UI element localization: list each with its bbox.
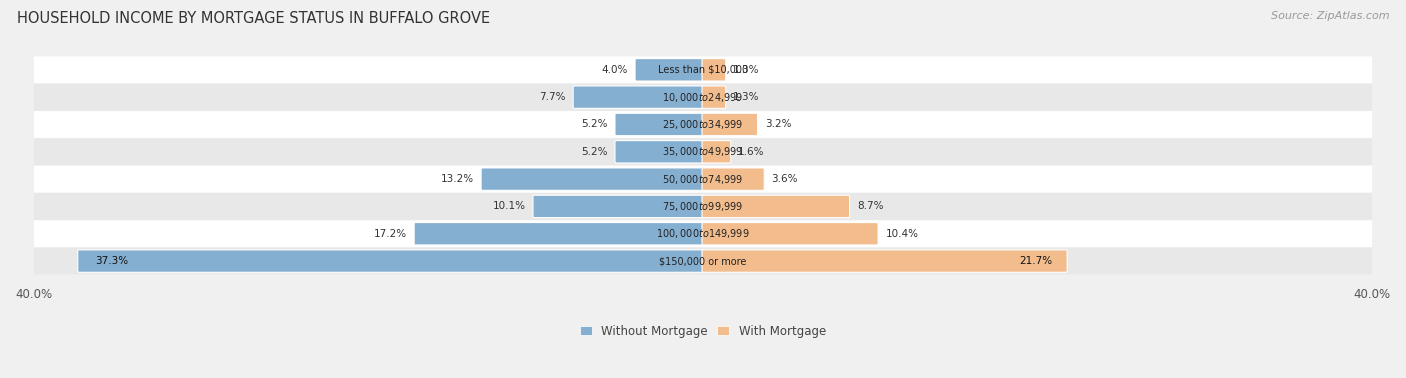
Text: $100,000 to $149,999: $100,000 to $149,999	[657, 227, 749, 240]
Text: 10.4%: 10.4%	[886, 229, 918, 239]
Text: 13.2%: 13.2%	[440, 174, 474, 184]
Text: Source: ZipAtlas.com: Source: ZipAtlas.com	[1271, 11, 1389, 21]
Text: 4.0%: 4.0%	[602, 65, 627, 75]
FancyBboxPatch shape	[636, 59, 704, 81]
Text: $25,000 to $34,999: $25,000 to $34,999	[662, 118, 744, 131]
FancyBboxPatch shape	[34, 193, 1372, 220]
Text: 10.1%: 10.1%	[492, 201, 526, 211]
Text: 3.6%: 3.6%	[772, 174, 799, 184]
Legend: Without Mortgage, With Mortgage: Without Mortgage, With Mortgage	[575, 320, 831, 342]
FancyBboxPatch shape	[34, 56, 1372, 83]
Text: 1.6%: 1.6%	[738, 147, 765, 157]
FancyBboxPatch shape	[702, 86, 725, 108]
FancyBboxPatch shape	[702, 250, 1067, 272]
FancyBboxPatch shape	[34, 220, 1372, 247]
FancyBboxPatch shape	[34, 111, 1372, 138]
FancyBboxPatch shape	[702, 195, 849, 218]
FancyBboxPatch shape	[415, 223, 704, 245]
FancyBboxPatch shape	[34, 248, 1372, 274]
FancyBboxPatch shape	[533, 195, 704, 218]
FancyBboxPatch shape	[77, 250, 704, 272]
FancyBboxPatch shape	[574, 86, 704, 108]
FancyBboxPatch shape	[702, 113, 758, 136]
Text: $75,000 to $99,999: $75,000 to $99,999	[662, 200, 744, 213]
Text: 37.3%: 37.3%	[96, 256, 128, 266]
Text: 3.2%: 3.2%	[765, 119, 792, 130]
FancyBboxPatch shape	[702, 223, 879, 245]
FancyBboxPatch shape	[614, 113, 704, 136]
FancyBboxPatch shape	[481, 168, 704, 190]
FancyBboxPatch shape	[702, 141, 731, 163]
Text: $50,000 to $74,999: $50,000 to $74,999	[662, 173, 744, 186]
Text: $150,000 or more: $150,000 or more	[659, 256, 747, 266]
Text: 5.2%: 5.2%	[581, 147, 607, 157]
Text: 8.7%: 8.7%	[858, 201, 883, 211]
Text: 7.7%: 7.7%	[540, 92, 565, 102]
FancyBboxPatch shape	[614, 141, 704, 163]
Text: 5.2%: 5.2%	[581, 119, 607, 130]
Text: $35,000 to $49,999: $35,000 to $49,999	[662, 145, 744, 158]
FancyBboxPatch shape	[702, 59, 725, 81]
Text: 21.7%: 21.7%	[1019, 256, 1053, 266]
FancyBboxPatch shape	[34, 138, 1372, 165]
Text: 1.3%: 1.3%	[733, 65, 759, 75]
Text: Less than $10,000: Less than $10,000	[658, 65, 748, 75]
Text: 17.2%: 17.2%	[374, 229, 406, 239]
Text: HOUSEHOLD INCOME BY MORTGAGE STATUS IN BUFFALO GROVE: HOUSEHOLD INCOME BY MORTGAGE STATUS IN B…	[17, 11, 491, 26]
FancyBboxPatch shape	[702, 168, 765, 190]
Text: $10,000 to $24,999: $10,000 to $24,999	[662, 91, 744, 104]
FancyBboxPatch shape	[34, 166, 1372, 192]
FancyBboxPatch shape	[34, 84, 1372, 110]
Text: 1.3%: 1.3%	[733, 92, 759, 102]
